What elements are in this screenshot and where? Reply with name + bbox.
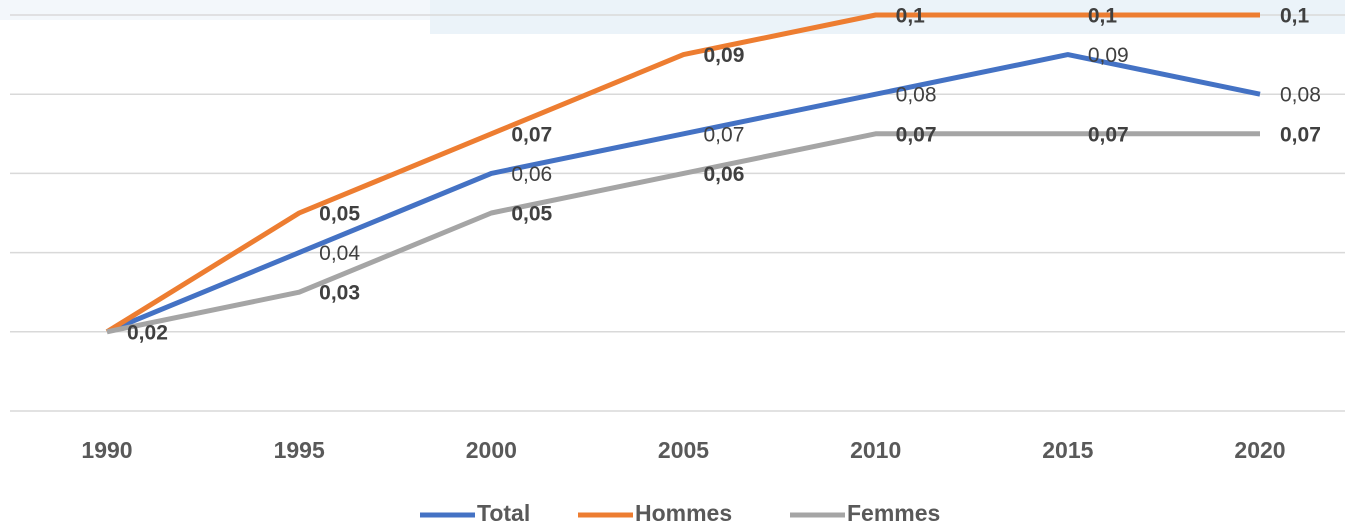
data-label: 0,05	[511, 203, 552, 226]
x-tick-label: 1995	[274, 437, 325, 463]
legend-label: Total	[477, 500, 530, 526]
data-label: 0,07	[704, 123, 745, 146]
x-tick-label: 2020	[1234, 437, 1285, 463]
x-tick-label: 1990	[81, 437, 132, 463]
data-label: 0,08	[896, 84, 937, 107]
data-label: 0,06	[704, 163, 745, 186]
data-label: 0,07	[1088, 123, 1129, 146]
data-label: 0,09	[1088, 44, 1129, 67]
data-label: 0,1	[896, 5, 926, 28]
header-banner	[0, 0, 430, 20]
data-label: 0,06	[511, 163, 552, 186]
legend-label: Hommes	[635, 500, 732, 526]
x-tick-label: 2010	[850, 437, 901, 463]
data-label: 0,07	[511, 123, 552, 146]
data-label: 0,05	[319, 203, 360, 226]
data-label: 0,07	[896, 123, 937, 146]
legend-label: Femmes	[847, 500, 940, 526]
data-label: 0,02	[127, 321, 168, 344]
series-line	[105, 12, 1260, 334]
data-label: 0,03	[319, 282, 360, 305]
data-label: 0,04	[319, 242, 360, 265]
data-label: 0,09	[704, 44, 745, 67]
data-label: 0,08	[1280, 84, 1321, 107]
data-label: 0,1	[1088, 5, 1118, 28]
data-label: 0,07	[1280, 123, 1321, 146]
x-tick-label: 2000	[466, 437, 517, 463]
series-line	[106, 52, 1261, 335]
x-tick-label: 2005	[658, 437, 709, 463]
data-label: 0,1	[1280, 5, 1310, 28]
series-line	[106, 131, 1260, 335]
x-tick-label: 2015	[1042, 437, 1093, 463]
